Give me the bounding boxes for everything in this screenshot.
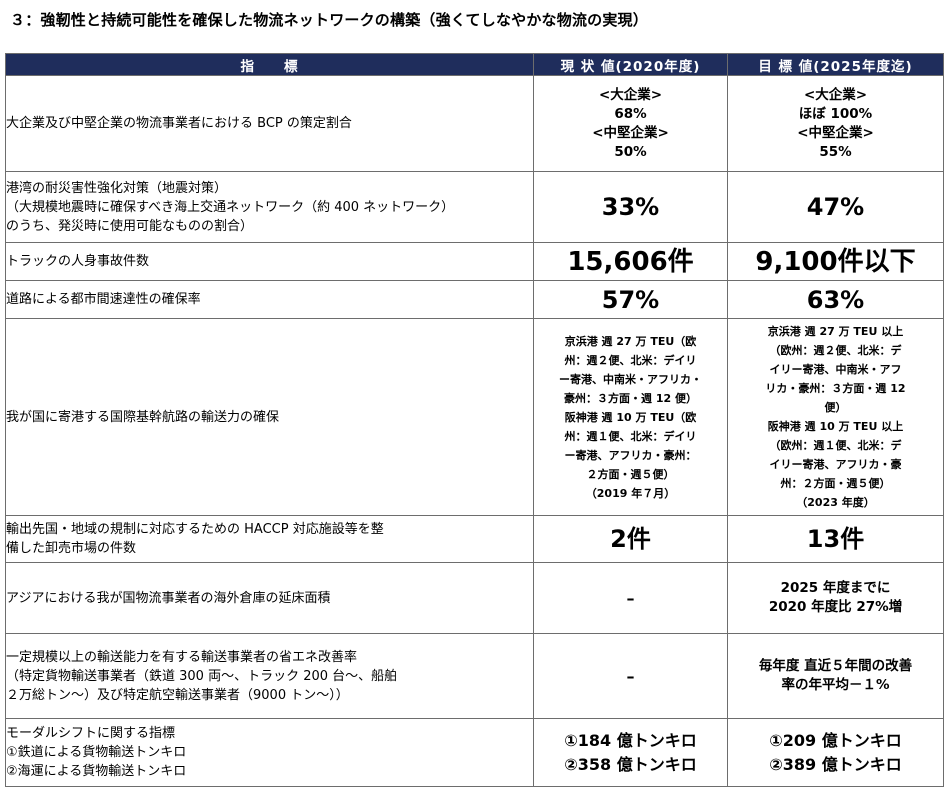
indicator-cell: 輸出先国・地域の規制に対応するための HACCP 対応施設等を整 備した卸売市場… xyxy=(5,515,534,563)
current-value-cell: – xyxy=(533,633,728,719)
current-value-cell: – xyxy=(533,562,728,634)
table-header-row: 指 標 現 状 値(2020年度) 目 標 値(2025年度迄) xyxy=(5,53,944,76)
target-value-cell: 47% xyxy=(727,171,944,243)
table-row: 道路による都市間速達性の確保率 57% 63% xyxy=(5,280,944,319)
indicator-cell: トラックの人身事故件数 xyxy=(5,242,534,281)
indicator-cell: 道路による都市間速達性の確保率 xyxy=(5,280,534,319)
indicator-table: 指 標 現 状 値(2020年度) 目 標 値(2025年度迄) 大企業及び中堅… xyxy=(5,53,944,787)
header-target-value: 目 標 値(2025年度迄) xyxy=(727,53,944,76)
target-value-cell: 毎年度 直近５年間の改善 率の年平均－１% xyxy=(727,633,944,719)
table-row: 我が国に寄港する国際基幹航路の輸送力の確保 京浜港 週 27 万 TEU（欧 州… xyxy=(5,318,944,516)
page-title: ３：強靭性と持続可能性を確保した物流ネットワークの構築（強くてしなやかな物流の実… xyxy=(10,11,648,29)
current-value-cell: 2件 xyxy=(533,515,728,563)
indicator-cell: モーダルシフトに関する指標 ①鉄道による貨物輸送トンキロ ②海運による貨物輸送ト… xyxy=(5,718,534,787)
table-row: 大企業及び中堅企業の物流事業者における BCP の策定割合 <大企業> 68% … xyxy=(5,75,944,172)
indicator-cell: アジアにおける我が国物流事業者の海外倉庫の延床面積 xyxy=(5,562,534,634)
target-value-cell: 13件 xyxy=(727,515,944,563)
table-row: 一定規模以上の輸送能力を有する輸送事業者の省エネ改善率 （特定貨物輸送事業者（鉄… xyxy=(5,633,944,719)
current-value-cell: ①184 億トンキロ ②358 億トンキロ xyxy=(533,718,728,787)
indicator-cell: 一定規模以上の輸送能力を有する輸送事業者の省エネ改善率 （特定貨物輸送事業者（鉄… xyxy=(5,633,534,719)
header-current-value: 現 状 値(2020年度) xyxy=(533,53,728,76)
target-value-cell: 9,100件以下 xyxy=(727,242,944,281)
indicator-cell: 大企業及び中堅企業の物流事業者における BCP の策定割合 xyxy=(5,75,534,172)
current-value-cell: <大企業> 68% <中堅企業> 50% xyxy=(533,75,728,172)
target-value-cell: 2025 年度までに 2020 年度比 27%増 xyxy=(727,562,944,634)
current-value-cell: 57% xyxy=(533,280,728,319)
target-value-cell: 63% xyxy=(727,280,944,319)
header-indicator: 指 標 xyxy=(5,53,534,76)
table-row: 輸出先国・地域の規制に対応するための HACCP 対応施設等を整 備した卸売市場… xyxy=(5,515,944,563)
table-row: モーダルシフトに関する指標 ①鉄道による貨物輸送トンキロ ②海運による貨物輸送ト… xyxy=(5,718,944,787)
indicator-cell: 港湾の耐災害性強化対策（地震対策） （大規模地震時に確保すべき海上交通ネットワー… xyxy=(5,171,534,243)
current-value-cell: 京浜港 週 27 万 TEU（欧 州：週２便、北米：デイリ ー寄港、中南米・アフ… xyxy=(533,318,728,516)
table-row: トラックの人身事故件数 15,606件 9,100件以下 xyxy=(5,242,944,281)
indicator-cell: 我が国に寄港する国際基幹航路の輸送力の確保 xyxy=(5,318,534,516)
current-value-cell: 15,606件 xyxy=(533,242,728,281)
target-value-cell: <大企業> ほぼ 100% <中堅企業> 55% xyxy=(727,75,944,172)
table-row: アジアにおける我が国物流事業者の海外倉庫の延床面積 – 2025 年度までに 2… xyxy=(5,562,944,634)
current-value-cell: 33% xyxy=(533,171,728,243)
table-row: 港湾の耐災害性強化対策（地震対策） （大規模地震時に確保すべき海上交通ネットワー… xyxy=(5,171,944,243)
target-value-cell: 京浜港 週 27 万 TEU 以上 （欧州：週２便、北米：デ イリー寄港、中南米… xyxy=(727,318,944,516)
target-value-cell: ①209 億トンキロ ②389 億トンキロ xyxy=(727,718,944,787)
